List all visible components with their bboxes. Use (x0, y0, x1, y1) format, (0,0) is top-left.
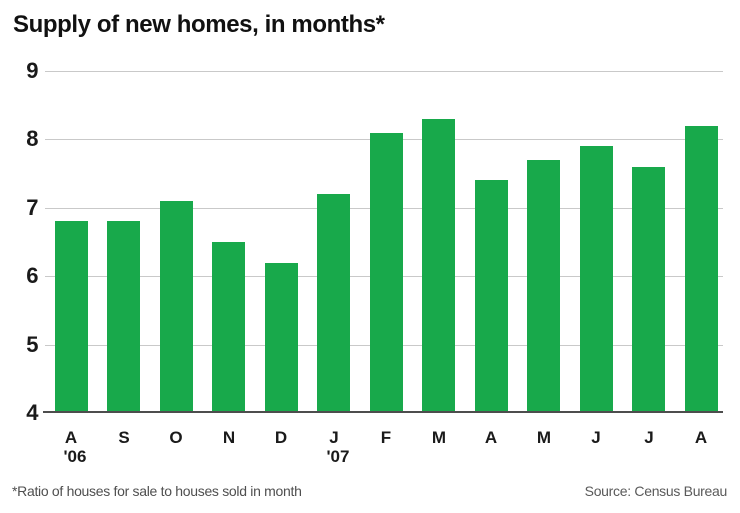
x-axis-tick-1: S (118, 428, 130, 447)
x-axis-tick-5: J (329, 428, 339, 447)
bar-4-D (265, 263, 298, 411)
bar-0-A (55, 221, 88, 411)
bar-10-J (580, 146, 613, 411)
x-axis-tick-7: M (431, 428, 447, 447)
bar-2-O (160, 201, 193, 411)
year-label-07: '07 (326, 447, 350, 466)
gridline-9 (45, 71, 723, 72)
bar-8-A (475, 180, 508, 411)
x-axis-tick-8: A (484, 428, 498, 447)
bar-5-J (317, 194, 350, 411)
x-axis-tick-9: M (536, 428, 552, 447)
x-axis-tick-11: J (644, 428, 654, 447)
bar-1-S (107, 221, 140, 411)
x-axis-tick-3: N (222, 428, 236, 447)
chart-footnote: *Ratio of houses for sale to houses sold… (12, 483, 302, 499)
y-axis-tick-7: 7 (26, 195, 38, 220)
bar-12-A (685, 126, 718, 411)
x-axis-tick-4: D (274, 428, 288, 447)
x-axis-tick-10: J (591, 428, 601, 447)
bar-6-F (370, 133, 403, 411)
x-axis-baseline (43, 411, 723, 413)
y-axis-tick-9: 9 (26, 58, 38, 83)
x-axis-tick-6: F (380, 428, 392, 447)
y-axis-tick-4: 4 (26, 400, 38, 425)
y-axis-tick-8: 8 (26, 126, 38, 151)
bar-3-N (212, 242, 245, 411)
chart-source: Source: Census Bureau (584, 483, 728, 499)
x-axis-tick-12: A (694, 428, 708, 447)
bar-9-M (527, 160, 560, 411)
bar-7-M (422, 119, 455, 411)
year-label-06: '06 (63, 447, 87, 466)
y-axis-tick-5: 5 (26, 332, 38, 357)
y-axis-tick-6: 6 (26, 263, 38, 288)
bar-11-J (632, 167, 665, 411)
chart-title: Supply of new homes, in months* (13, 11, 385, 38)
x-axis-tick-2: O (169, 428, 183, 447)
x-axis-tick-0: A (64, 428, 78, 447)
